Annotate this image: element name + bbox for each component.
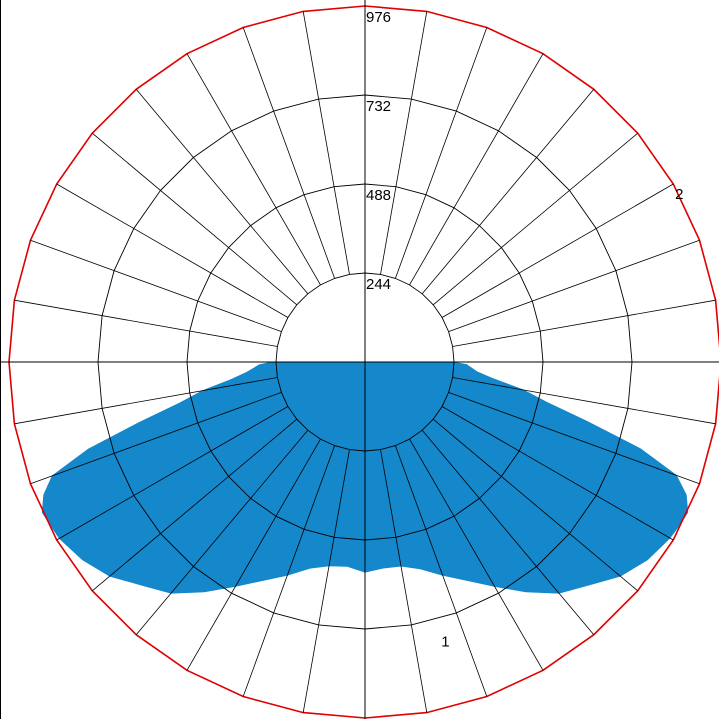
grid-spoke — [14, 377, 278, 425]
grid-spoke — [135, 89, 309, 295]
grid-spoke — [432, 418, 638, 592]
ring-label-244: 244 — [366, 276, 391, 293]
ring-label-732: 732 — [366, 98, 391, 115]
grid-spoke — [448, 239, 700, 332]
grid-spoke — [432, 132, 638, 306]
grid-spoke — [452, 299, 716, 347]
grid-spoke — [56, 406, 289, 541]
grid-spoke — [186, 438, 321, 671]
grid-spoke — [441, 406, 674, 541]
grid-spoke — [441, 183, 674, 318]
grid-spoke — [452, 377, 716, 425]
grid-spoke — [302, 449, 350, 713]
grid-spoke — [448, 392, 700, 485]
grid-spoke — [92, 132, 298, 306]
grid-spoke — [186, 53, 321, 286]
grid-spoke — [242, 445, 335, 697]
grid-spoke — [421, 429, 595, 635]
grid-spoke — [135, 429, 309, 635]
grid-spoke — [302, 11, 350, 275]
grid-spoke — [409, 438, 544, 671]
ring-label-488: 488 — [366, 187, 391, 204]
grid-spoke — [56, 183, 289, 318]
curve-marker-1: 1 — [441, 633, 449, 650]
grid-spoke — [380, 11, 428, 275]
grid-spoke — [380, 449, 428, 713]
chart-labels: 244 488 732 976 1 2 — [366, 9, 683, 650]
curve-marker-2: 2 — [675, 186, 683, 203]
grid-spoke — [92, 418, 298, 592]
grid-spoke — [30, 392, 282, 485]
grid-spoke — [14, 299, 278, 347]
grid-spoke — [395, 445, 488, 697]
ring-label-976: 976 — [366, 9, 391, 26]
grid-spoke — [395, 27, 488, 279]
grid-spoke — [421, 89, 595, 295]
grid-spoke — [242, 27, 335, 279]
grid-spoke — [409, 53, 544, 286]
grid-spoke — [30, 239, 282, 332]
